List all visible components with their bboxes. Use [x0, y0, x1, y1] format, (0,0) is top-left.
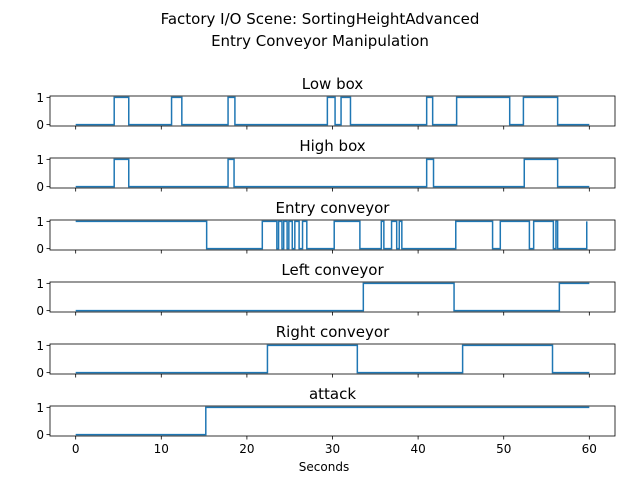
y-tick-label: 1: [36, 91, 44, 105]
x-tick-label: 30: [325, 442, 340, 456]
subplot-title: High box: [299, 137, 365, 155]
axes-frame: [49, 281, 616, 313]
axes-frame: [49, 343, 616, 375]
subplot-title: Low box: [302, 75, 364, 93]
y-tick-label: 0: [36, 180, 44, 194]
x-tick-label: 50: [496, 442, 511, 456]
series-line: [75, 406, 590, 436]
series-line: [75, 282, 590, 312]
y-tick-label: 0: [36, 118, 44, 132]
y-tick-label: 1: [36, 153, 44, 167]
y-tick-label: 0: [36, 304, 44, 318]
subplot-title: attack: [309, 385, 356, 403]
subplot-4: Left conveyor 0 1: [36, 261, 616, 318]
y-tick-label: 1: [36, 215, 44, 229]
x-tick-label: 40: [410, 442, 425, 456]
y-tick-label: 0: [36, 428, 44, 442]
figure-title-line2: Entry Conveyor Manipulation: [211, 32, 429, 50]
series-line: [75, 344, 590, 374]
subplot-2: High box 0 1: [36, 137, 616, 194]
axes-frame: [49, 157, 616, 189]
subplot-5: Right conveyor 0 1: [36, 323, 616, 380]
y-tick-label: 1: [36, 277, 44, 291]
series-line: [75, 158, 590, 188]
series-line: [75, 220, 588, 250]
axes-frame: [49, 95, 616, 127]
subplot-3: Entry conveyor 0 1: [36, 199, 616, 256]
x-tick-label: 60: [582, 442, 597, 456]
subplot-title: Entry conveyor: [276, 199, 391, 217]
subplot-1: Low box 0 1: [36, 75, 616, 132]
subplot-title: Right conveyor: [276, 323, 390, 341]
x-tick-label: 20: [239, 442, 254, 456]
axes-frame: [49, 405, 616, 437]
x-tick-label: 0: [72, 442, 80, 456]
x-axis-label: Seconds: [299, 460, 349, 474]
axes-frame: [49, 219, 616, 251]
subplot-title: Left conveyor: [281, 261, 384, 279]
y-tick-label: 0: [36, 242, 44, 256]
y-tick-label: 0: [36, 366, 44, 380]
figure-title-line1: Factory I/O Scene: SortingHeightAdvanced: [161, 10, 480, 28]
y-tick-label: 1: [36, 401, 44, 415]
series-line: [75, 96, 590, 126]
y-tick-label: 1: [36, 339, 44, 353]
x-tick-label: 10: [154, 442, 169, 456]
